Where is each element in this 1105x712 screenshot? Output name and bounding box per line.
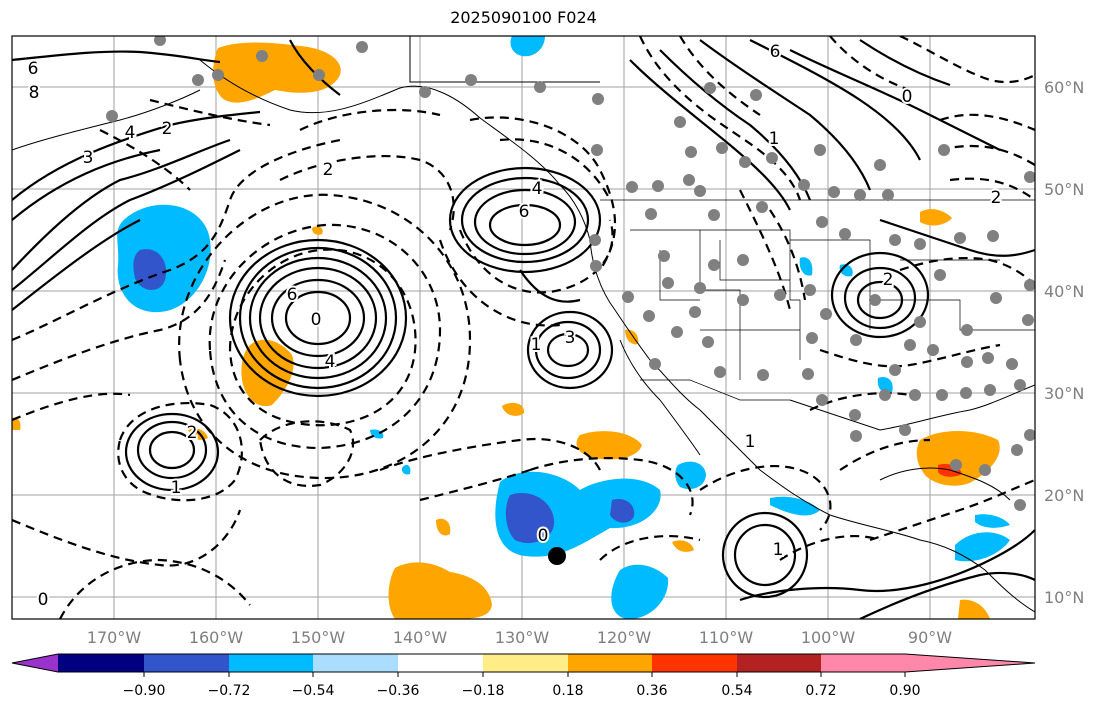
colorbar-segment [652, 654, 737, 672]
contour-label: 4 [125, 123, 136, 143]
contour-label: 4 [325, 352, 336, 372]
contour-label: 6 [28, 59, 39, 79]
contour-label: 0 [902, 87, 913, 107]
colorbar-segment [313, 654, 398, 672]
contour-label: 3 [83, 148, 94, 168]
contour-label: 2 [323, 160, 334, 180]
coastlines [12, 36, 1035, 613]
lon-label: 170°W [87, 628, 142, 647]
colorbar-tick-label: −0.54 [292, 683, 335, 699]
negative-anomaly-shading [117, 36, 1010, 619]
contour-label: 1 [531, 335, 542, 355]
lat-label: 30°N [1044, 384, 1084, 403]
contour-label: 2 [162, 119, 173, 139]
lon-label: 100°W [801, 628, 856, 647]
colorbar-tick-label: 0.36 [636, 683, 667, 699]
lat-label: 50°N [1044, 180, 1084, 199]
contour-label: 6 [287, 285, 298, 305]
station-markers [106, 36, 1035, 511]
contour-label: 3 [565, 328, 576, 348]
contour-labels: 6 8 4 2 3 0 6 4 6 4 3 1 2 1 2 1 2 6 1 0 … [26, 40, 1004, 612]
map-title: 2025090100 F024 [450, 8, 597, 27]
colorbar-segment [58, 654, 144, 672]
colorbar-tick-label: 0.90 [889, 683, 920, 699]
lat-label: 10°N [1044, 588, 1084, 607]
lon-label: 120°W [597, 628, 652, 647]
colorbar: −0.90 −0.72 −0.54 −0.36 −0.18 0.18 0.36 … [11, 653, 1036, 699]
colorbar-segment [821, 654, 905, 672]
colorbar-tick-label: 0.54 [721, 683, 752, 699]
contour-label: 8 [29, 83, 40, 103]
lon-label: 130°W [495, 628, 550, 647]
colorbar-tick-label: −0.72 [208, 683, 251, 699]
lon-label: 110°W [699, 628, 754, 647]
storm-center-marker [548, 547, 566, 565]
colorbar-segment [737, 654, 821, 672]
political-borders [600, 199, 1035, 401]
lat-label: 60°N [1044, 78, 1084, 97]
dashed-contours [12, 36, 1035, 619]
colorbar-tick-label: −0.18 [462, 683, 505, 699]
contour-label: 1 [171, 478, 182, 498]
contour-label: 0 [311, 310, 322, 330]
colorbar-segment [398, 654, 483, 672]
colorbar-tick-label: 0.72 [805, 683, 836, 699]
colorbar-lower-extension [12, 654, 58, 672]
lat-label: 20°N [1044, 486, 1084, 505]
colorbar-tick-label: 0.18 [552, 683, 583, 699]
colorbar-segment [483, 654, 568, 672]
map-panel: 6 8 4 2 3 0 6 4 6 4 3 1 2 1 2 1 2 6 1 0 … [12, 36, 1035, 619]
lon-label: 150°W [291, 628, 346, 647]
lon-label: 90°W [908, 628, 952, 647]
contour-label: 6 [519, 202, 530, 222]
contour-label: 2 [187, 423, 198, 443]
lat-label: 40°N [1044, 282, 1084, 301]
colorbar-upper-extension [905, 654, 1035, 672]
contour-label: 0 [38, 590, 49, 610]
map-frame [11, 35, 1036, 620]
contour-label: 2 [991, 188, 1002, 208]
colorbar-tick-label: −0.90 [123, 683, 166, 699]
contour-label: 0 [538, 526, 549, 546]
solid-contours [12, 39, 1035, 619]
contour-label: 1 [773, 540, 784, 560]
lon-label: 160°W [189, 628, 244, 647]
colorbar-segment [144, 654, 229, 672]
lon-label: 140°W [393, 628, 448, 647]
contour-label: 6 [770, 42, 781, 62]
colorbar-tick-label: −0.36 [377, 683, 420, 699]
colorbar-segment [229, 654, 313, 672]
longitude-labels: 170°W 160°W 150°W 140°W 130°W 120°W 110°… [87, 628, 952, 647]
contour-label: 2 [883, 270, 894, 290]
contour-label: 4 [532, 179, 543, 199]
contour-label: 1 [745, 432, 756, 452]
positive-anomaly-shading [12, 42, 1000, 619]
contour-label: 1 [769, 129, 780, 149]
colorbar-segment [568, 654, 652, 672]
latitude-labels: 60°N 50°N 40°N 30°N 20°N 10°N [1044, 78, 1084, 607]
